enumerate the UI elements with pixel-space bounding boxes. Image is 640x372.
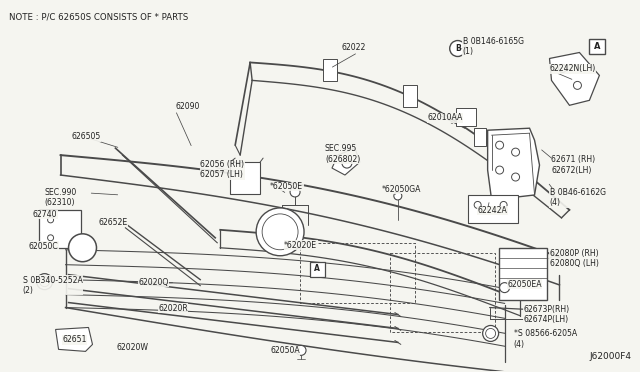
Polygon shape	[332, 148, 360, 175]
Circle shape	[486, 328, 495, 339]
Circle shape	[474, 202, 481, 208]
Circle shape	[296, 346, 306, 355]
Circle shape	[394, 192, 402, 200]
Text: S: S	[489, 331, 493, 336]
Text: *62050GA: *62050GA	[382, 185, 421, 194]
Text: S 0B340-5252A
(2): S 0B340-5252A (2)	[22, 276, 83, 295]
Text: 62740: 62740	[33, 210, 57, 219]
Circle shape	[262, 214, 298, 250]
Text: S: S	[43, 279, 47, 284]
Bar	[456, 108, 476, 126]
Text: 62050A: 62050A	[270, 346, 300, 355]
Circle shape	[483, 326, 499, 341]
Bar	[474, 128, 486, 146]
Circle shape	[47, 235, 54, 241]
Bar	[310, 262, 325, 277]
Text: *62050E: *62050E	[270, 182, 303, 191]
Bar	[390, 253, 495, 333]
Bar	[468, 195, 518, 223]
Text: 62652E: 62652E	[99, 218, 128, 227]
Text: NOTE : P/C 62650S CONSISTS OF * PARTS: NOTE : P/C 62650S CONSISTS OF * PARTS	[9, 13, 188, 22]
Text: B: B	[455, 44, 461, 53]
Circle shape	[511, 148, 520, 156]
Text: B 0B146-6165G
(1): B 0B146-6165G (1)	[463, 36, 524, 56]
Text: 62056 (RH)
62057 (LH): 62056 (RH) 62057 (LH)	[200, 160, 244, 180]
Text: SEC.990
(62310): SEC.990 (62310)	[45, 188, 77, 208]
Polygon shape	[488, 128, 540, 200]
Text: 626505: 626505	[72, 132, 100, 141]
Bar	[230, 162, 260, 194]
Text: 62050C: 62050C	[29, 242, 58, 251]
Circle shape	[511, 173, 520, 181]
Circle shape	[495, 141, 504, 149]
Circle shape	[40, 277, 49, 286]
Circle shape	[500, 283, 509, 293]
Circle shape	[500, 202, 507, 208]
Text: 62080P (RH)
62080Q (LH): 62080P (RH) 62080Q (LH)	[550, 249, 598, 268]
Text: 62090: 62090	[175, 102, 200, 111]
Text: 62020R: 62020R	[158, 304, 188, 312]
Circle shape	[450, 41, 466, 57]
Bar	[38, 210, 81, 248]
Text: B 0B46-6162G
(4): B 0B46-6162G (4)	[550, 188, 605, 208]
Polygon shape	[56, 327, 93, 352]
Text: 62022: 62022	[342, 42, 366, 52]
Circle shape	[290, 187, 300, 197]
Bar	[323, 60, 337, 81]
Text: 62242A: 62242A	[477, 206, 508, 215]
Text: J62000F4: J62000F4	[589, 352, 631, 361]
Text: 62010AA: 62010AA	[428, 113, 463, 122]
Circle shape	[495, 166, 504, 174]
Text: A: A	[594, 42, 601, 51]
Bar	[300, 243, 415, 302]
Bar	[589, 39, 605, 54]
Text: *S 08566-6205A
(4): *S 08566-6205A (4)	[513, 330, 577, 349]
Text: 62651: 62651	[63, 336, 87, 344]
Bar	[499, 248, 547, 299]
Circle shape	[68, 234, 97, 262]
Text: 62020W: 62020W	[116, 343, 148, 352]
Text: 62671 (RH)
62672(LH): 62671 (RH) 62672(LH)	[552, 155, 596, 174]
Circle shape	[559, 64, 566, 73]
Circle shape	[573, 81, 581, 89]
Circle shape	[36, 274, 52, 290]
Text: *62020E: *62020E	[284, 241, 317, 250]
Polygon shape	[550, 52, 600, 105]
Text: 62050EA: 62050EA	[508, 280, 542, 289]
Text: SEC.995
(626802): SEC.995 (626802)	[325, 144, 360, 164]
Text: 62242N(LH): 62242N(LH)	[550, 64, 596, 73]
Text: 62673P(RH)
62674P(LH): 62673P(RH) 62674P(LH)	[524, 305, 570, 324]
Circle shape	[342, 158, 352, 168]
Bar	[403, 86, 417, 107]
Text: 62020Q: 62020Q	[138, 278, 169, 287]
Circle shape	[47, 217, 54, 223]
Text: A: A	[314, 264, 320, 273]
Circle shape	[256, 208, 304, 256]
